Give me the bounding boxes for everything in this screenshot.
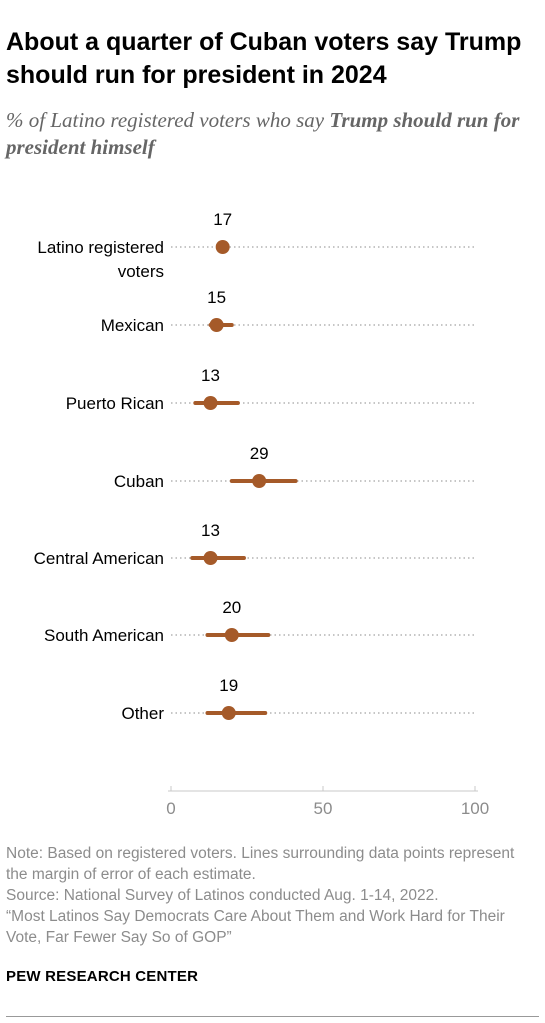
source-text: Source: National Survey of Latinos condu… xyxy=(6,887,439,904)
bottom-rule xyxy=(6,1016,539,1017)
value-label: 13 xyxy=(201,366,220,385)
org-logo-text: PEW RESEARCH CENTER xyxy=(6,968,199,985)
x-tick-label: 50 xyxy=(314,799,333,818)
category-label: Puerto Rican xyxy=(66,394,164,413)
chart-title: About a quarter of Cuban voters say Trum… xyxy=(6,28,522,89)
category-label: Cuban xyxy=(114,472,164,491)
category-label: Latino registered voters xyxy=(37,238,164,281)
subtitle-highlight: Trump should run for president himself xyxy=(6,108,520,159)
chart-notes: Note: Based on registered voters. Lines … xyxy=(6,843,536,948)
value-label: 20 xyxy=(222,598,241,617)
data-point xyxy=(215,240,230,254)
value-label: 29 xyxy=(250,444,269,463)
dot-plot-chart: Latino registered voters 17 Mexican 15 Puerto… xyxy=(34,210,490,818)
data-point xyxy=(221,706,236,720)
data-point xyxy=(209,318,224,332)
data-point xyxy=(203,396,218,410)
subtitle-prefix: % of Latino registered voters who say xyxy=(6,108,330,132)
report-title: “Most Latinos Say Democrats Care About T… xyxy=(6,908,505,946)
category-label: Mexican xyxy=(101,316,164,335)
category-label: South American xyxy=(44,626,164,645)
category-label: Central American xyxy=(34,549,164,568)
value-label: 13 xyxy=(201,521,220,540)
x-tick-label: 0 xyxy=(166,799,175,818)
value-label: 15 xyxy=(207,288,226,307)
data-point xyxy=(224,628,239,642)
note-text: Note: Based on registered voters. Lines … xyxy=(6,845,515,883)
category-label: Other xyxy=(121,704,164,723)
data-point xyxy=(252,474,267,488)
x-tick-label: 100 xyxy=(461,799,489,818)
chart-subtitle: % of Latino registered voters who say Tr… xyxy=(6,107,536,161)
data-point xyxy=(203,551,218,565)
value-label: 19 xyxy=(219,676,238,695)
value-label: 17 xyxy=(213,210,232,229)
